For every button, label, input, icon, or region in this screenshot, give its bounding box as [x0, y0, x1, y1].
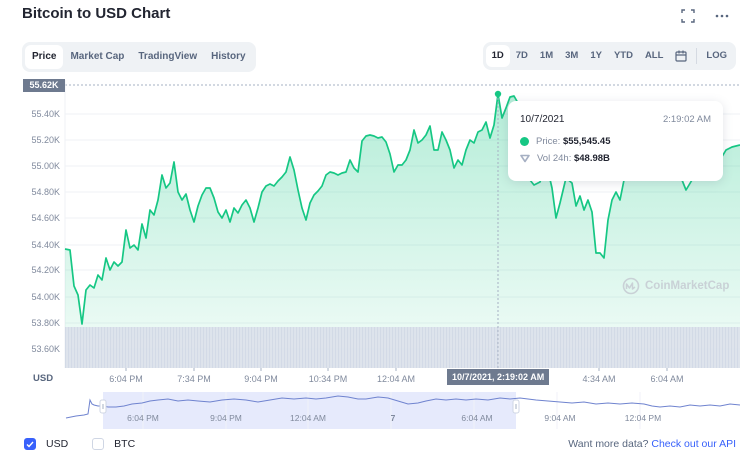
y-tick: 54.40K	[31, 240, 60, 250]
chart-footer: USD BTC Want more data? Check out our AP…	[24, 436, 736, 452]
x-tick: 6:04 PM	[109, 374, 143, 384]
navigator-tick: 9:04 AM	[544, 413, 576, 423]
range-1y[interactable]: 1Y	[590, 50, 602, 61]
tab-history[interactable]: History	[211, 51, 246, 62]
range-all[interactable]: ALL	[644, 50, 664, 61]
volume-bars	[65, 327, 740, 368]
navigator-tick: 7	[390, 413, 396, 423]
coinmarketcap-watermark: CoinMarketCap	[622, 277, 729, 295]
y-tick: 53.80K	[31, 318, 60, 328]
price-area	[65, 94, 740, 368]
price-tooltip: 10/7/2021 2:19:02 AM Price: $55,545.45 V…	[508, 101, 723, 181]
header-actions	[680, 8, 730, 24]
navigator-tick: 9:04 PM	[210, 413, 242, 423]
tooltip-price-row: Price: $55,545.45	[520, 136, 610, 147]
page-title: Bitcoin to USD Chart	[22, 5, 171, 22]
x-tick: 7:34 PM	[177, 374, 211, 384]
tooltip-price-value: $55,545.45	[562, 136, 611, 147]
price-dot-icon	[520, 137, 529, 146]
x-tick: 4:34 AM	[582, 374, 616, 384]
more-icon[interactable]	[714, 8, 730, 24]
coinmarketcap-logo-icon	[622, 277, 640, 295]
x-tick: 6:04 AM	[650, 374, 684, 384]
x-tick: 12:04 AM	[376, 374, 416, 384]
navigator-tick: 12:04 PM	[624, 413, 662, 423]
navigator-line	[65, 395, 740, 419]
tooltip-volume-label: Vol 24h:	[537, 153, 572, 164]
calendar-icon[interactable]	[669, 45, 693, 67]
usd-checkbox[interactable]: USD	[24, 438, 68, 450]
tooltip-price-label: Price:	[536, 136, 561, 147]
y-tick: 54.00K	[31, 292, 60, 302]
currency-axis-label: USD	[33, 373, 54, 384]
y-tick: 54.80K	[31, 187, 60, 197]
volume-icon	[520, 154, 530, 163]
tooltip-date: 10/7/2021	[520, 114, 565, 125]
time-range-selector: 1D 7D 1M 3M 1Y YTD ALL LOG	[482, 42, 736, 70]
volume-bar-gaps	[66, 327, 740, 368]
navigator-tick: 6:04 PM	[127, 413, 159, 423]
navigator-tick: 6:04 AM	[461, 413, 493, 423]
checkbox-unchecked-icon[interactable]	[92, 438, 105, 450]
x-tick: 10:34 PM	[308, 374, 348, 384]
tab-tradingview[interactable]: TradingView	[138, 51, 198, 62]
log-toggle[interactable]: LOG	[706, 50, 727, 61]
chart-type-tabs: Price Market Cap TradingView History	[22, 42, 256, 72]
range-7d[interactable]: 7D	[515, 50, 528, 61]
y-tick: 54.60K	[31, 213, 60, 223]
y-axis-current-value: 55.62K	[23, 79, 65, 92]
navigator-tick: 12:04 AM	[290, 413, 326, 423]
y-tick: 53.60K	[31, 344, 60, 354]
tooltip-volume-value: $48.98B	[573, 153, 610, 164]
navigator[interactable]	[65, 392, 740, 429]
tab-price[interactable]: Price	[25, 45, 64, 69]
range-1d[interactable]: 1D	[485, 45, 510, 67]
fullscreen-icon[interactable]	[680, 8, 696, 24]
range-1m[interactable]: 1M	[539, 50, 554, 61]
price-line	[64, 93, 740, 325]
range-ytd[interactable]: YTD	[613, 50, 633, 61]
navigator-selection	[103, 392, 516, 429]
api-link[interactable]: Check out our API	[651, 438, 736, 450]
highlight-point	[494, 90, 502, 98]
x-axis-current-value: 10/7/2021, 2:19:02 AM	[447, 369, 550, 385]
checkbox-checked-icon[interactable]	[24, 438, 36, 450]
y-tick: 55.00K	[31, 161, 60, 171]
tooltip-volume-row: Vol 24h: $48.98B	[520, 153, 610, 164]
tooltip-time: 2:19:02 AM	[662, 114, 711, 125]
x-axis-ticks	[125, 368, 668, 371]
tab-market-cap[interactable]: Market Cap	[70, 51, 125, 62]
btc-checkbox[interactable]: BTC	[92, 438, 135, 450]
x-tick: 9:04 PM	[244, 374, 278, 384]
range-3m[interactable]: 3M	[565, 50, 579, 61]
y-tick: 55.40K	[31, 109, 60, 119]
y-tick: 54.20K	[31, 265, 60, 275]
api-promo: Want more data? Check out our API	[568, 438, 736, 450]
divider	[696, 48, 698, 64]
y-tick: 55.20K	[31, 135, 60, 145]
